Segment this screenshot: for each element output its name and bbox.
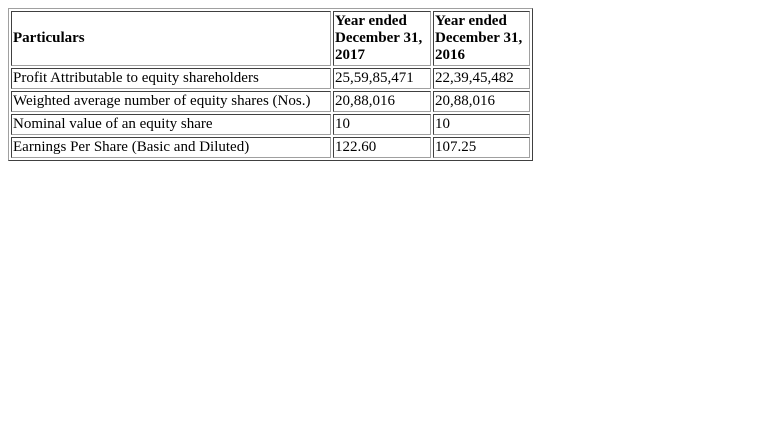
table-row: Earnings Per Share (Basic and Diluted) 1…	[11, 137, 530, 158]
row-label: Earnings Per Share (Basic and Diluted)	[11, 137, 331, 158]
table-row: Nominal value of an equity share 10 10	[11, 114, 530, 135]
row-value-2016: 22,39,45,482	[433, 68, 530, 89]
table-row: Weighted average number of equity shares…	[11, 91, 530, 112]
row-value-2016: 20,88,016	[433, 91, 530, 112]
year-2017-header: Year ended December 31, 2017	[333, 11, 431, 66]
row-value-2016: 10	[433, 114, 530, 135]
particulars-header: Particulars	[11, 11, 331, 66]
row-value-2017: 20,88,016	[333, 91, 431, 112]
eps-table: Particulars Year ended December 31, 2017…	[8, 8, 533, 161]
row-value-2016: 107.25	[433, 137, 530, 158]
row-label: Profit Attributable to equity shareholde…	[11, 68, 331, 89]
row-label: Weighted average number of equity shares…	[11, 91, 331, 112]
year-2017-header-line1: Year ended	[335, 13, 407, 29]
table-row: Profit Attributable to equity shareholde…	[11, 68, 530, 89]
row-label: Nominal value of an equity share	[11, 114, 331, 135]
row-value-2017: 10	[333, 114, 431, 135]
row-value-2017: 25,59,85,471	[333, 68, 431, 89]
year-2016-header: Year ended December 31, 2016	[433, 11, 530, 66]
year-2016-header-line2: December 31,	[435, 30, 523, 46]
year-2016-header-line1: Year ended	[435, 13, 507, 29]
year-2017-header-line3: 2017	[335, 47, 365, 63]
year-2017-header-line2: December 31,	[335, 30, 423, 46]
header-row: Particulars Year ended December 31, 2017…	[11, 11, 530, 66]
row-value-2017: 122.60	[333, 137, 431, 158]
year-2016-header-line3: 2016	[435, 47, 465, 63]
